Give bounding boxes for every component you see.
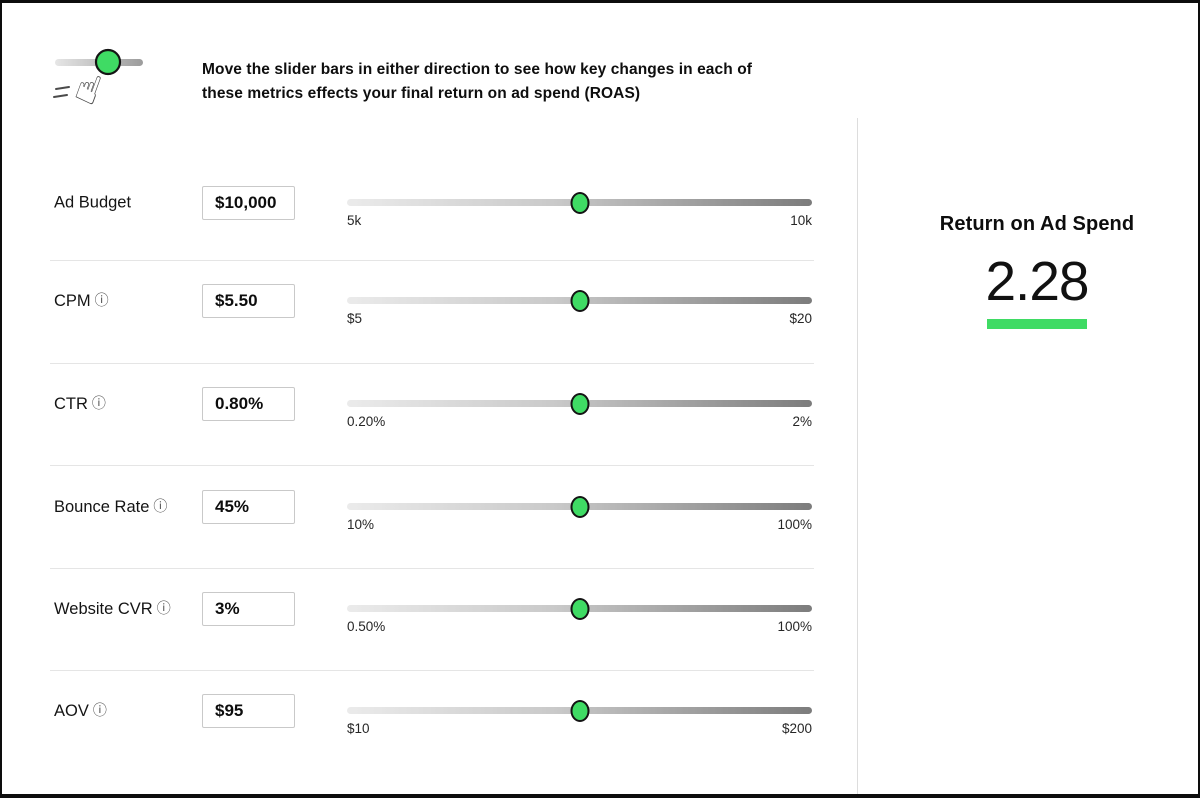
- metric-label-text: CTR: [54, 395, 88, 413]
- slider-min-label: 0.50%: [347, 619, 386, 634]
- slider-min-label: 0.20%: [347, 414, 386, 429]
- bounce-rate-slider-knob[interactable]: [570, 495, 589, 518]
- ctr-slider-knob[interactable]: [570, 392, 589, 415]
- website-cvr-slider-track[interactable]: [347, 597, 812, 620]
- svg-text:☝: ☝: [69, 63, 108, 111]
- slider-min-label: $5: [347, 311, 363, 326]
- website-cvr-slider-knob[interactable]: [570, 597, 589, 620]
- panel-divider: [857, 118, 858, 794]
- metric-label-text: Website CVR: [54, 600, 153, 618]
- metric-label: CTR ⓘ: [54, 394, 106, 414]
- website-cvr-input[interactable]: [202, 592, 295, 626]
- metric-label-text: CPM: [54, 292, 91, 310]
- slider-hand-icon: ☝: [53, 48, 143, 111]
- metric-label-text: Bounce Rate: [54, 498, 150, 516]
- ad-budget-slider-track[interactable]: [347, 191, 812, 214]
- slider-min-label: $10: [347, 721, 370, 736]
- instruction-line-2: these metrics effects your final return …: [202, 85, 641, 102]
- ad-budget-slider-knob[interactable]: [570, 191, 589, 214]
- metric-label: AOV ⓘ: [54, 701, 107, 721]
- slider-min-label: 10%: [347, 517, 375, 532]
- slider-min-label: 5k: [347, 213, 362, 228]
- ad-budget-input[interactable]: [202, 186, 295, 220]
- info-icon[interactable]: ⓘ: [94, 293, 109, 309]
- slider-max-label: $20: [789, 311, 812, 326]
- slider-max-label: 100%: [777, 517, 812, 532]
- instruction-text: Move the slider bars in either direction…: [202, 58, 792, 106]
- bounce-rate-slider-track[interactable]: [347, 495, 812, 518]
- metric-label-text: Ad Budget: [54, 193, 132, 212]
- info-icon[interactable]: ⓘ: [91, 396, 106, 412]
- metric-label: Bounce Rate ⓘ: [54, 497, 167, 517]
- row-divider: [50, 465, 814, 466]
- metric-label: CPM ⓘ: [54, 291, 109, 311]
- aov-input[interactable]: [202, 694, 295, 728]
- slider-max-label: 2%: [792, 414, 812, 429]
- roas-underline-bar: [987, 319, 1087, 329]
- cpm-slider-track[interactable]: [347, 289, 812, 312]
- cpm-slider-knob[interactable]: [570, 289, 589, 312]
- row-divider: [50, 260, 814, 261]
- slider-max-label: 100%: [777, 619, 812, 634]
- instruction-line-1: Move the slider bars in either direction…: [202, 61, 753, 78]
- info-icon[interactable]: ⓘ: [92, 703, 107, 719]
- bounce-rate-input[interactable]: [202, 490, 295, 524]
- result-title: Return on Ad Spend: [939, 213, 1135, 235]
- cpm-input[interactable]: [202, 284, 295, 318]
- info-icon[interactable]: ⓘ: [153, 499, 168, 515]
- aov-slider-knob[interactable]: [570, 699, 589, 722]
- result-panel: Return on Ad Spend 2.28: [882, 213, 1192, 329]
- row-divider: [50, 363, 814, 364]
- row-divider: [50, 568, 814, 569]
- ctr-input[interactable]: [202, 387, 295, 421]
- row-divider: [50, 670, 814, 671]
- slider-max-label: $200: [781, 721, 812, 736]
- slider-max-label: 10k: [790, 213, 812, 228]
- metric-label-text: AOV: [54, 702, 89, 720]
- metric-label: Website CVR ⓘ: [54, 599, 171, 619]
- ctr-slider-track[interactable]: [347, 392, 812, 415]
- roas-value: 2.28: [985, 250, 1089, 312]
- metric-label: Ad Budget: [54, 194, 131, 213]
- aov-slider-track[interactable]: [347, 699, 812, 722]
- info-icon[interactable]: ⓘ: [156, 601, 171, 617]
